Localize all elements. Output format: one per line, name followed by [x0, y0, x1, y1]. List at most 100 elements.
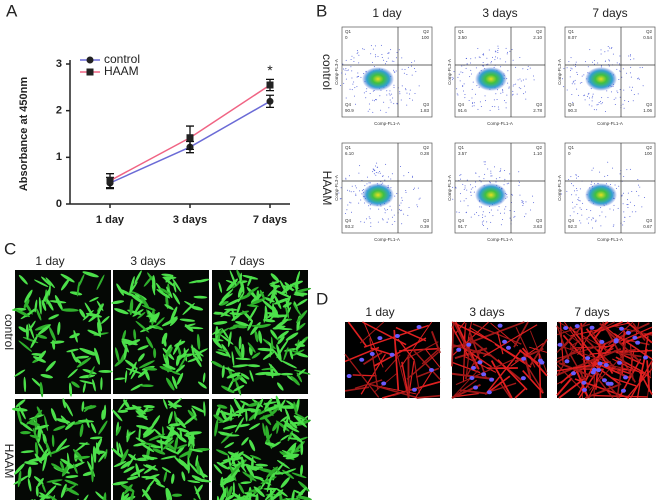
event-dot: [403, 72, 405, 74]
actin-fiber: [588, 352, 626, 391]
event-dot: [482, 65, 484, 67]
event-dot: [413, 60, 415, 62]
actin-fiber: [515, 327, 536, 368]
event-dot: [566, 190, 568, 192]
event-dot: [387, 209, 389, 211]
event-dot: [475, 172, 477, 174]
y-axis-label: Comp-FL3-A: [334, 175, 339, 201]
event-dot: [572, 81, 574, 83]
event-dot: [593, 60, 595, 62]
event-dot: [617, 207, 619, 209]
cell: [137, 353, 145, 362]
event-dot: [482, 53, 484, 55]
cell: [129, 298, 134, 316]
event-dot: [348, 175, 350, 177]
event-dot: [574, 79, 576, 81]
event-dot: [622, 224, 624, 226]
event-dot: [627, 100, 629, 102]
cell: [133, 329, 137, 341]
event-dot: [573, 80, 575, 82]
cell: [257, 347, 275, 352]
nucleus: [369, 351, 375, 356]
cell: [139, 324, 157, 333]
event-dot: [575, 177, 577, 179]
cell: [130, 367, 138, 380]
event-dot: [347, 204, 349, 206]
cell: [31, 378, 43, 388]
event-dot: [391, 173, 393, 175]
event-dot: [347, 69, 349, 71]
event-dot: [365, 97, 367, 99]
event-dot: [504, 178, 506, 180]
cell: [294, 287, 312, 293]
cell: [187, 409, 198, 421]
actin-fiber: [556, 344, 609, 363]
cell: [276, 459, 290, 469]
cell: [81, 401, 85, 412]
actin-fiber: [577, 342, 606, 396]
quadrant-name: Q3: [536, 102, 543, 107]
event-dot: [576, 190, 578, 192]
event-dot: [570, 176, 572, 178]
event-dot: [590, 183, 592, 185]
cell: [23, 299, 30, 309]
event-dot: [571, 68, 573, 70]
event-dot: [500, 92, 502, 94]
cell: [249, 439, 256, 452]
cell: [100, 377, 103, 391]
event-dot: [418, 198, 420, 200]
cell: [26, 416, 38, 425]
cell: [165, 274, 174, 283]
nucleus: [473, 385, 479, 390]
cell: [259, 414, 272, 420]
event-dot: [382, 175, 384, 177]
event-dot: [633, 93, 635, 95]
event-dot: [391, 223, 393, 225]
cell: [300, 442, 304, 456]
quadrant-value: 0.39: [420, 224, 429, 229]
y-tick-label: 1: [56, 151, 62, 163]
legend-label: HAAM: [104, 64, 139, 78]
fluorescence-image: [211, 269, 312, 396]
nucleus: [521, 356, 527, 361]
cell: [173, 456, 184, 467]
cell: [247, 342, 256, 353]
cell: [118, 288, 133, 296]
nucleus: [486, 390, 492, 395]
cell: [114, 377, 126, 381]
event-dot: [509, 217, 511, 219]
event-dot: [361, 190, 363, 192]
cell: [296, 495, 312, 500]
nucleus: [620, 388, 626, 393]
event-dot: [627, 199, 629, 201]
cell: [290, 444, 296, 455]
cell: [36, 406, 43, 416]
event-dot: [379, 95, 381, 97]
event-dot: [462, 85, 464, 87]
event-dot: [345, 178, 347, 180]
event-dot: [462, 72, 464, 74]
cell: [188, 462, 200, 475]
event-dot: [530, 209, 532, 211]
cell: [249, 369, 254, 382]
event-dot: [471, 97, 473, 99]
quadrant-name: Q3: [646, 102, 653, 107]
actin-fiber: [384, 354, 401, 372]
cell: [165, 377, 175, 391]
cell: [125, 430, 136, 438]
event-dot: [451, 76, 453, 78]
cell: [228, 468, 240, 482]
event-dot: [411, 65, 413, 67]
actin-fiber: [556, 325, 570, 360]
cell: [79, 347, 96, 356]
event-dot: [487, 168, 489, 170]
event-dot: [341, 72, 343, 74]
event-dot: [495, 56, 497, 58]
event-dot: [479, 101, 481, 103]
annotation: *: [267, 62, 273, 78]
event-dot: [375, 56, 377, 58]
x-tick-label: 3 days: [173, 214, 207, 226]
event-dot: [457, 94, 459, 96]
nucleus: [603, 363, 609, 368]
